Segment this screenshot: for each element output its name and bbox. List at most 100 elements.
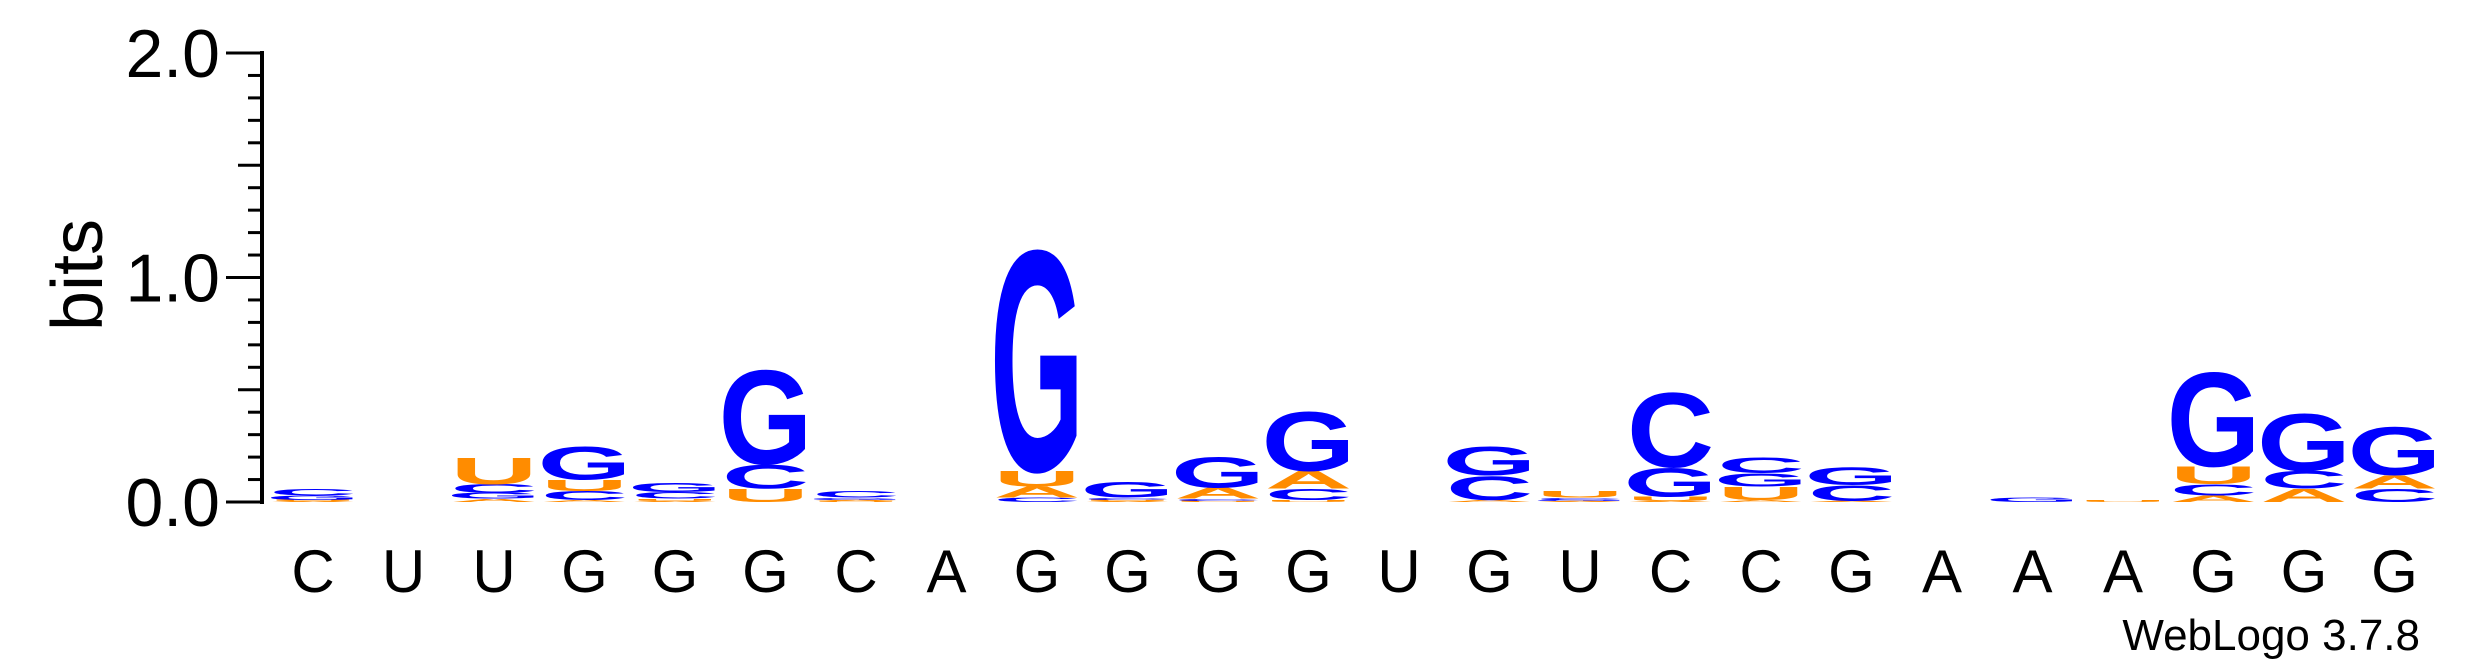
logo-letter-U: U <box>631 498 718 501</box>
logo-letter-U: U <box>812 501 899 503</box>
letter-stack: U <box>2079 499 2166 502</box>
logo-letter-G: G <box>1262 395 1356 489</box>
logo-letter-C: C <box>2260 466 2347 494</box>
x-tick-label: G <box>1466 538 1513 605</box>
logo-letter-G: G <box>2348 413 2442 490</box>
logo-letter-U: U <box>1536 489 1623 500</box>
logo-letter-G: G <box>809 497 903 500</box>
x-tick-label: C <box>834 538 877 605</box>
x-tick-label: G <box>1104 538 1151 605</box>
logo-letter-C: C <box>541 489 628 503</box>
letter-stack: G <box>1986 496 2080 503</box>
logo-letter-C: C <box>450 482 537 496</box>
x-tick-label: A <box>926 538 966 605</box>
logo-letter-G: G <box>447 492 541 501</box>
logo-letter-U: U <box>1627 495 1714 502</box>
logo-letter-A: A <box>269 501 356 503</box>
logo-letter-C: C <box>1174 498 1261 501</box>
logo-letter-G: G <box>1986 496 2080 503</box>
logo-letter-G: G <box>1805 463 1899 491</box>
x-tick-label: G <box>2190 538 2237 605</box>
weblogo-credit: WebLogo 3.7.8 <box>2122 611 2420 660</box>
logo-letter-G: G <box>2167 345 2261 496</box>
logo-letter-C: C <box>1627 372 1714 491</box>
x-tick-label: C <box>1739 538 1782 605</box>
logo-letter-G: G <box>1714 470 1808 491</box>
logo-letter-G: G <box>719 343 813 494</box>
x-tick-label: G <box>652 538 699 605</box>
x-tick-label: G <box>1195 538 1242 605</box>
letter-stack: ACG <box>1443 438 1537 507</box>
logo-letter-G: G <box>2257 397 2351 488</box>
x-tick-label: A <box>1922 538 1962 605</box>
logo-letter-U: U <box>2079 499 2166 502</box>
logo-letter-G: G <box>1081 478 1175 503</box>
y-tick-label: 1.0 <box>125 241 220 317</box>
x-tick-label: C <box>291 538 334 605</box>
logo-letter-G: G <box>266 494 360 501</box>
logo-letter-U: U <box>993 467 1080 492</box>
letter-stack: ACG <box>1805 463 1899 506</box>
logo-letter-C: C <box>631 490 718 501</box>
y-tick-label: 0.0 <box>125 465 220 541</box>
x-tick-label: G <box>1014 538 1061 605</box>
y-axis-label: bits <box>38 219 118 331</box>
logo-letter-C: C <box>1808 481 1895 506</box>
logo-letter-G: G <box>1624 460 1718 506</box>
logo-letter-C: C <box>1717 453 1804 478</box>
logo-letter-U: U <box>1717 483 1804 504</box>
x-tick-label: G <box>742 538 789 605</box>
logo-letter-A: A <box>1808 501 1895 503</box>
logo-letter-G: G <box>1533 499 1627 501</box>
logo-letter-C: C <box>2170 481 2257 498</box>
logo-letter-C: C <box>993 496 1080 503</box>
y-tick-label: 2.0 <box>125 16 220 92</box>
letter-stack: ACG <box>2257 397 2351 506</box>
logo-letter-C: C <box>1446 469 1533 507</box>
x-tick-label: G <box>1285 538 1332 605</box>
logo-letter-G: G <box>1171 448 1265 497</box>
letter-stack: CAG <box>2348 413 2442 506</box>
logo-letter-U: U <box>2170 462 2257 490</box>
logo-letter-C: C <box>722 457 809 495</box>
logo-letter-A: A <box>541 499 628 502</box>
logo-letter-A: A <box>2351 472 2438 493</box>
logo-letter-G: G <box>1443 438 1537 484</box>
logo-letter-U: U <box>1084 499 1171 501</box>
x-tick-label: C <box>1649 538 1692 605</box>
logo-letter-A: A <box>1265 466 1352 494</box>
x-tick-label: G <box>2371 538 2418 605</box>
logo-letter-U: U <box>722 485 809 506</box>
logo-letter-A: A <box>2260 485 2347 506</box>
logo-letter-U: U <box>541 477 628 494</box>
logo-letter-A: A <box>1536 501 1623 503</box>
x-tick-label: U <box>472 538 515 605</box>
logo-letter-U: U <box>269 499 356 501</box>
logo-letter-A: A <box>1084 501 1171 503</box>
x-tick-label: U <box>1558 538 1601 605</box>
x-tick-label: A <box>2103 538 2143 605</box>
logo-letter-A: A <box>1446 499 1533 502</box>
y-axis: 0.0 1.0 2.0 <box>125 16 264 541</box>
logo-letter-U: U <box>1174 501 1261 503</box>
logo-letter-A: A <box>1174 485 1261 502</box>
logo-letter-A: A <box>1627 501 1714 503</box>
logo-letter-C: C <box>812 489 899 500</box>
logo-letter-G: G <box>628 481 722 495</box>
logo-letter-G: G <box>538 437 632 489</box>
x-tick-label: G <box>1828 538 1875 605</box>
